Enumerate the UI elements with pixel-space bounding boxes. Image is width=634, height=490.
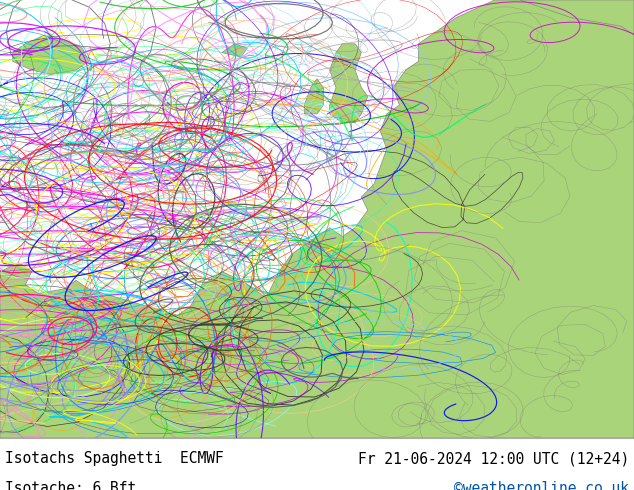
Polygon shape [222, 44, 247, 57]
Polygon shape [304, 79, 323, 114]
Polygon shape [13, 35, 89, 74]
Polygon shape [520, 0, 634, 35]
Text: Fr 21-06-2024 12:00 UTC (12+24): Fr 21-06-2024 12:00 UTC (12+24) [358, 451, 629, 466]
Text: Isotachs Spaghetti  ECMWF: Isotachs Spaghetti ECMWF [5, 451, 224, 466]
Polygon shape [0, 0, 634, 438]
Text: Isotache: 6 Bft: Isotache: 6 Bft [5, 481, 136, 490]
Text: ©weatheronline.co.uk: ©weatheronline.co.uk [454, 481, 629, 490]
Polygon shape [330, 44, 368, 122]
